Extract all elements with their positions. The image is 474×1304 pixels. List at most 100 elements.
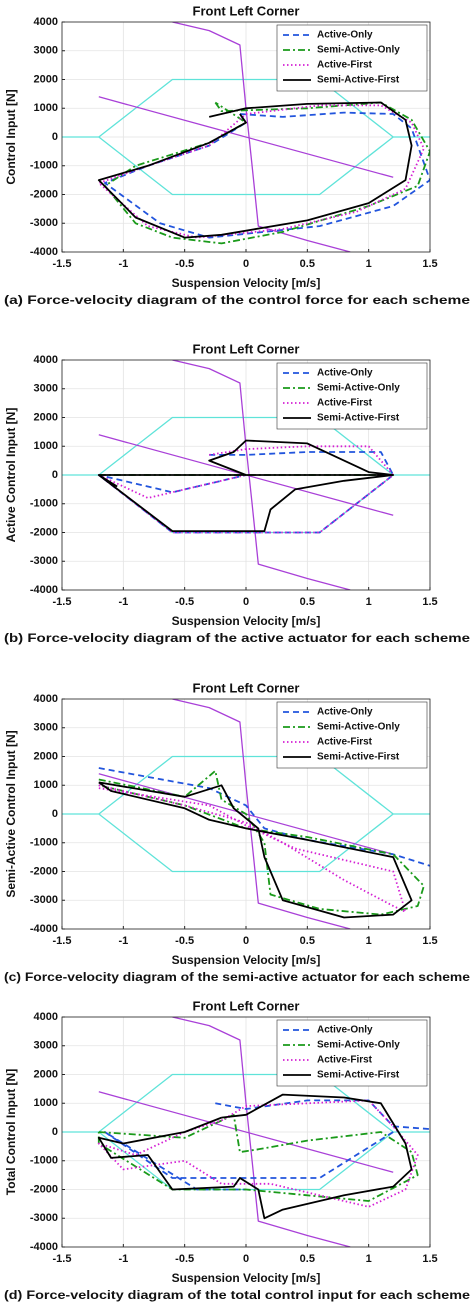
series-line xyxy=(97,1113,419,1202)
chart-panel: -1.5 -1 -0.5 0 0.5 1 1.5 -4000 -3000 -2000 -1000 0 1… xyxy=(4,3,470,307)
x-axis-label: Suspension Velocity [m/s] xyxy=(172,953,321,967)
x-tick-label: -1.5 xyxy=(53,596,72,608)
y-tick-label: 2000 xyxy=(34,1068,58,1080)
series-line xyxy=(97,1099,419,1208)
chart-title: Front Left Corner xyxy=(193,998,300,1013)
legend-label: Active-First xyxy=(317,60,373,71)
y-tick-label: 3000 xyxy=(34,1040,58,1052)
legend-label: Semi-Active-First xyxy=(317,413,400,424)
boundary-line xyxy=(98,22,394,252)
boundary-line xyxy=(62,755,430,873)
legend-label: Active-Only xyxy=(317,30,373,41)
x-tick-label: 1.5 xyxy=(422,1253,437,1265)
series-line xyxy=(98,770,425,916)
caption: (b) Force-velocity diagram of the active… xyxy=(4,633,470,645)
series-line xyxy=(97,445,395,534)
x-tick-label: -1.5 xyxy=(53,258,72,270)
x-tick-label: 1.5 xyxy=(422,596,437,608)
series-line xyxy=(97,101,413,239)
y-tick-label: 3000 xyxy=(34,383,58,395)
y-tick-label: -1000 xyxy=(30,498,58,510)
caption: (a) Force-velocity diagram of the contro… xyxy=(4,295,470,307)
series-line xyxy=(98,781,413,919)
x-tick-label: -0.5 xyxy=(175,596,194,608)
chart-title: Front Left Corner xyxy=(193,3,300,18)
boundary-line xyxy=(62,78,430,196)
plot-frame xyxy=(61,21,431,253)
series-group xyxy=(62,360,430,590)
legend: Active-Only Semi-Active-Only Active-First S… xyxy=(276,1019,428,1087)
chart-panel: -1.5 -1 -0.5 0 0.5 1 1.5 -4000 -3000 -2000 -1000 0 1… xyxy=(4,680,470,984)
x-tick-label: 1 xyxy=(366,935,372,947)
legend: Active-Only Semi-Active-Only Active-First S… xyxy=(276,701,428,769)
series-line xyxy=(104,111,430,239)
y-tick-label: 1000 xyxy=(34,440,58,452)
y-tick-label: -3000 xyxy=(30,894,58,906)
y-tick-label: 0 xyxy=(52,1126,58,1138)
x-tick-label: 0 xyxy=(243,1253,249,1265)
y-tick-label: 1000 xyxy=(34,779,58,791)
y-tick-label: 4000 xyxy=(34,16,58,28)
caption: (c) Force-velocity diagram of the semi-a… xyxy=(4,972,470,984)
x-tick-label: 0 xyxy=(243,258,249,270)
y-tick-label: 4000 xyxy=(34,354,58,366)
x-tick-label: 1 xyxy=(366,1253,372,1265)
y-axis-label: Active Control Input [N] xyxy=(4,408,18,543)
y-tick-label: -1000 xyxy=(30,160,58,172)
caption: (d) Force-velocity diagram of the total … xyxy=(4,1290,470,1302)
y-tick-label: -3000 xyxy=(30,555,58,567)
legend-label: Active-First xyxy=(317,1055,373,1066)
y-tick-label: -2000 xyxy=(30,526,58,538)
x-tick-label: 1 xyxy=(366,258,372,270)
x-tick-label: -0.5 xyxy=(175,935,194,947)
y-tick-label: -2000 xyxy=(30,188,58,200)
boundary-line xyxy=(98,1017,394,1247)
x-axis-label: Suspension Velocity [m/s] xyxy=(172,276,321,290)
x-tick-label: 0.5 xyxy=(300,935,315,947)
x-tick-label: -1.5 xyxy=(53,935,72,947)
y-tick-label: 2000 xyxy=(34,411,58,423)
x-tick-label: -0.5 xyxy=(175,258,194,270)
plot-frame xyxy=(61,698,431,930)
chart-panel: -1.5 -1 -0.5 0 0.5 1 1.5 -4000 -3000 -2000 -1000 0 1… xyxy=(4,998,470,1302)
y-tick-label: -2000 xyxy=(30,865,58,877)
legend-label: Semi-Active-First xyxy=(317,752,400,763)
legend-label: Semi-Active-Only xyxy=(317,45,400,56)
series-line xyxy=(97,439,395,532)
plot-frame xyxy=(61,359,431,591)
y-tick-label: 0 xyxy=(52,469,58,481)
plot-frame xyxy=(61,1016,431,1248)
x-tick-label: 0 xyxy=(243,935,249,947)
x-tick-label: 0.5 xyxy=(300,596,315,608)
y-tick-label: 1000 xyxy=(34,1097,58,1109)
legend-label: Semi-Active-First xyxy=(317,1070,400,1081)
y-tick-label: 1000 xyxy=(34,102,58,114)
y-tick-label: -4000 xyxy=(30,246,58,258)
chart-title: Front Left Corner xyxy=(193,341,300,356)
series-group xyxy=(62,1017,430,1247)
series-line xyxy=(97,104,425,239)
y-tick-label: 4000 xyxy=(34,693,58,705)
y-tick-label: 4000 xyxy=(34,1011,58,1023)
legend-label: Semi-Active-Only xyxy=(317,1040,400,1051)
y-tick-label: -3000 xyxy=(30,217,58,229)
y-tick-label: 2000 xyxy=(34,73,58,85)
series-line xyxy=(98,784,407,913)
y-tick-label: -4000 xyxy=(30,1241,58,1253)
x-tick-label: -0.5 xyxy=(175,1253,194,1265)
y-tick-label: 0 xyxy=(52,131,58,143)
y-tick-label: 0 xyxy=(52,808,58,820)
x-tick-label: 0.5 xyxy=(300,1253,315,1265)
series-line xyxy=(98,767,430,867)
x-axis-label: Suspension Velocity [m/s] xyxy=(172,1271,321,1285)
legend-label: Active-Only xyxy=(317,1025,373,1036)
x-tick-label: 1.5 xyxy=(422,258,437,270)
x-tick-label: 0 xyxy=(243,596,249,608)
legend: Active-Only Semi-Active-Only Active-First S… xyxy=(276,362,428,430)
legend: Active-Only Semi-Active-Only Active-First S… xyxy=(276,24,428,92)
y-tick-label: -4000 xyxy=(30,923,58,935)
y-axis-label: Semi-Active Control Input [N] xyxy=(4,730,18,897)
legend-label: Active-Only xyxy=(317,707,373,718)
x-tick-label: -1.5 xyxy=(53,1253,72,1265)
